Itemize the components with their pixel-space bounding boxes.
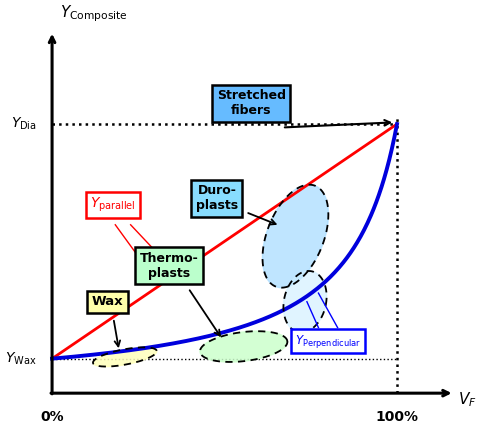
Polygon shape [262,185,328,288]
Text: $Y_{\rm Dia}$: $Y_{\rm Dia}$ [11,116,36,132]
Text: Duro-
plasts: Duro- plasts [195,184,238,212]
Text: Thermo-
plasts: Thermo- plasts [139,251,198,280]
Text: $Y_{\rm Composite}$: $Y_{\rm Composite}$ [60,3,127,24]
Text: 0%: 0% [40,411,64,424]
Text: Wax: Wax [92,295,123,308]
Text: 100%: 100% [375,411,418,424]
Polygon shape [200,331,287,362]
Text: $Y_{\rm Wax}$: $Y_{\rm Wax}$ [5,350,36,367]
Text: $Y_{\rm Perpendicular}$: $Y_{\rm Perpendicular}$ [294,333,360,350]
Text: $Y_{\rm parallel}$: $Y_{\rm parallel}$ [90,196,136,214]
Text: $V_F$: $V_F$ [457,391,476,409]
Polygon shape [283,271,326,332]
Text: Stretched
fibers: Stretched fibers [216,89,285,118]
Polygon shape [93,347,156,366]
